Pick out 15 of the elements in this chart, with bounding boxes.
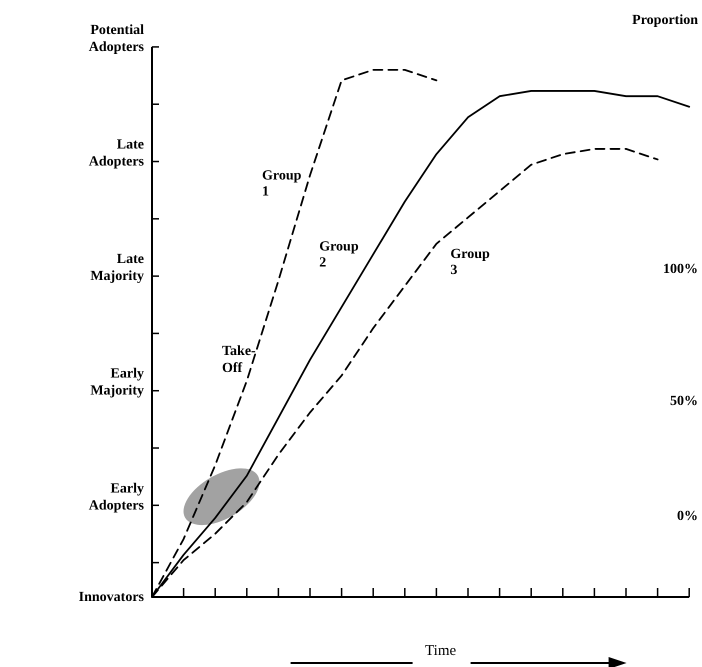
text: Early Majority: [90, 366, 144, 399]
text: Late Majority: [90, 252, 144, 284]
annotation: 0%: [677, 509, 698, 524]
text: Early Adopters: [88, 481, 145, 514]
text: Potential Adopters: [88, 22, 145, 55]
x-axis-title: Time: [425, 643, 456, 659]
text: Late Adopters: [88, 138, 145, 170]
annotation: 100%: [663, 262, 698, 278]
annotation: 50%: [670, 394, 698, 409]
annotation: Take-Off: [222, 344, 256, 376]
y2-axis-title: Proportion: [632, 13, 698, 28]
series-label: Group 3: [450, 246, 490, 278]
series-label: Group 2: [319, 239, 359, 270]
series-label: Group 1: [262, 168, 302, 200]
text: Innovators: [78, 590, 145, 605]
